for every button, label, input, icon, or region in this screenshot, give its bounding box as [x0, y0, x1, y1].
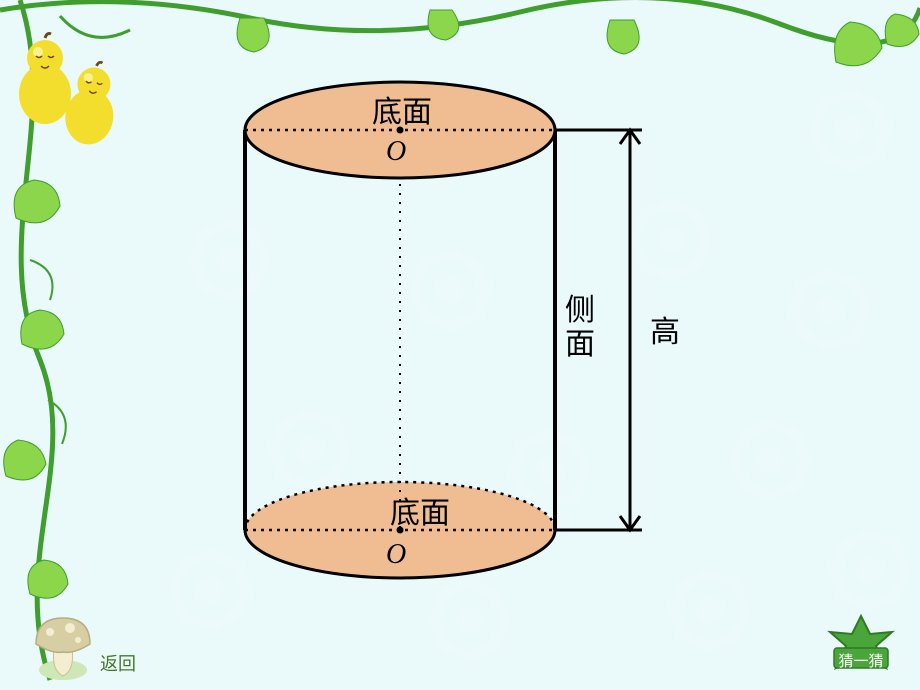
label-height: 高 [650, 316, 680, 349]
back-label[interactable]: 返回 [100, 650, 136, 682]
label-center-top: O [386, 136, 406, 167]
label-side-face: 侧 面 [565, 294, 603, 361]
guess-button[interactable]: 猜一猜 [822, 614, 900, 674]
label-center-bottom: O [386, 539, 406, 570]
cylinder-diagram: 底面 O 底面 O 侧 面 高 [220, 60, 740, 640]
guess-label[interactable]: 猜一猜 [822, 650, 900, 671]
back-button[interactable]: 返回 [30, 612, 136, 682]
label-top-face: 底面 [372, 96, 432, 129]
label-bottom-face: 底面 [390, 497, 450, 530]
mushroom-icon [30, 612, 96, 682]
